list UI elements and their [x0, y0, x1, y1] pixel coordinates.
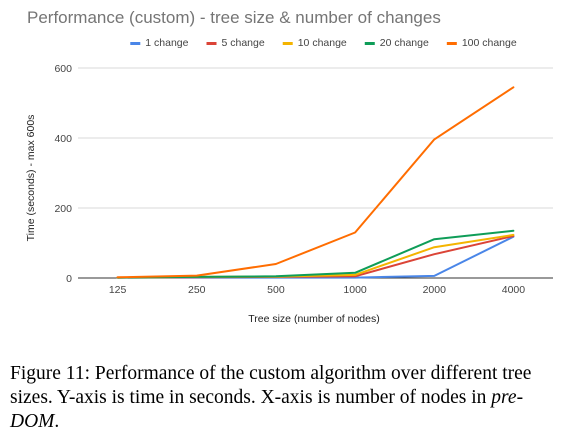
x-tick-label: 250 [188, 284, 206, 296]
caption-emphasis: pre-DOM [10, 387, 524, 432]
chart-title: Performance (custom) - tree size & numbe… [27, 8, 441, 27]
y-tick-label: 0 [66, 273, 72, 285]
chart-series [116, 86, 515, 279]
legend-swatch [282, 42, 293, 45]
x-tick-label: 4000 [502, 284, 526, 296]
series-line-5-change [116, 235, 515, 279]
chart-legend: 1 change 5 change 10 change 20 change 100 ch… [130, 37, 517, 49]
y-tick-label: 400 [54, 133, 72, 145]
chart-gridlines [78, 67, 553, 279]
x-tick-label: 2000 [423, 284, 447, 296]
performance-line-chart: Performance (custom) - tree size & numbe… [25, 8, 553, 325]
legend-label: 1 change [145, 37, 188, 49]
legend-label: 10 change [298, 37, 347, 49]
legend-swatch [206, 42, 217, 45]
y-axis-title: Time (seconds) - max 600s [25, 115, 37, 242]
legend-label: 20 change [380, 37, 429, 49]
series-line-10-change [116, 233, 515, 279]
legend-label: 100 change [462, 37, 517, 49]
x-axis-title: Tree size (number of nodes) [248, 313, 380, 325]
series-line-1-change [116, 235, 515, 279]
y-tick-label: 600 [54, 63, 72, 75]
figure-caption: Figure 11: Performance of the custom alg… [10, 362, 566, 434]
caption-end: . [54, 411, 60, 432]
series-line-100-change [116, 86, 515, 279]
series-line-20-change [116, 229, 515, 279]
y-tick-label: 200 [54, 203, 72, 215]
legend-swatch [130, 42, 141, 45]
caption-text: Figure 11: Performance of the custom alg… [10, 363, 532, 408]
legend-swatch [364, 42, 375, 45]
x-axis-tick-labels: 125 250 500 1000 2000 4000 [109, 284, 525, 296]
legend-label: 5 change [222, 37, 265, 49]
legend-swatch [446, 42, 457, 45]
y-axis-tick-labels: 0 200 400 600 [54, 63, 72, 285]
x-tick-label: 1000 [343, 284, 367, 296]
x-tick-label: 125 [109, 284, 127, 296]
x-tick-label: 500 [267, 284, 285, 296]
